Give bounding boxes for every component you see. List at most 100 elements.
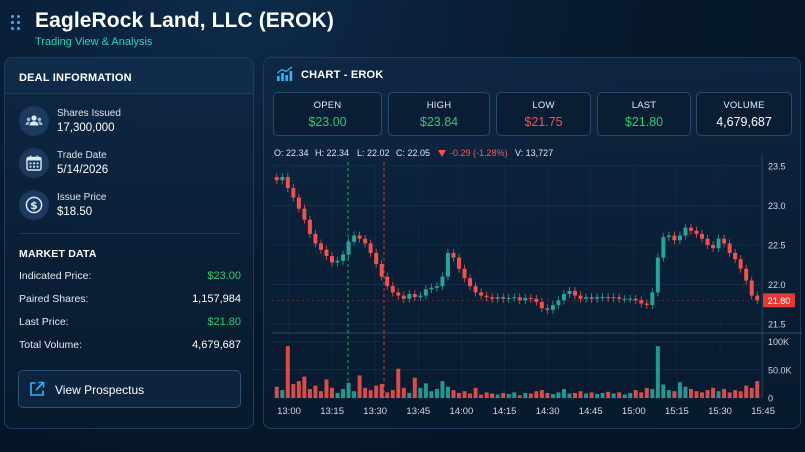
total-volume-value: 4,679,687 [192, 339, 241, 351]
candle-body [506, 297, 511, 299]
volume-tick-label: 0 [768, 394, 773, 404]
volume-bar [545, 392, 550, 398]
app-header: EagleRock Land, LLC (EROK) Trading View … [0, 0, 805, 56]
candle-body [385, 276, 390, 287]
candle-body [573, 290, 577, 296]
volume-bar [330, 387, 334, 398]
volume-bar [661, 384, 666, 398]
ohlc-change: -0.29 (-1.28%) [450, 148, 508, 158]
volume-stat: VOLUME 4,679,687 [696, 92, 792, 136]
indicated-price-label: Indicated Price: [19, 270, 92, 282]
volume-bar [567, 393, 572, 398]
ohlc-high: H: 22.34 [315, 148, 350, 158]
ohlc-open: O: 22.34 [274, 148, 309, 158]
candle-body [280, 177, 285, 181]
candle-body [523, 297, 528, 301]
volume-bar [457, 392, 461, 398]
external-link-icon [30, 381, 45, 396]
users-icon [19, 106, 49, 136]
volume-bar [291, 383, 296, 398]
page-title: EagleRock Land, LLC (EROK) [35, 9, 334, 32]
volume-bar [705, 390, 710, 398]
deal-information-header: DEAL INFORMATION [5, 58, 253, 94]
candle-body [285, 177, 290, 189]
volume-bar [418, 387, 423, 398]
candle-body [318, 243, 323, 250]
volume-bar [578, 391, 583, 398]
candle-body [357, 235, 362, 239]
indicated-price-value: $23.00 [207, 270, 241, 282]
volume-bar [429, 391, 434, 398]
candle-body [407, 294, 412, 299]
volume-bar [595, 394, 600, 398]
high-stat: HIGH $23.84 [388, 92, 490, 136]
candle-body [490, 297, 495, 299]
volume-bar [573, 392, 577, 398]
volume-bar [606, 391, 611, 398]
candle-body [584, 297, 589, 299]
section-divider [19, 233, 241, 234]
candle-body [611, 297, 616, 299]
volume-value: 4,679,687 [716, 115, 772, 129]
candle-body [633, 298, 638, 301]
time-tick-label: 14:45 [579, 406, 603, 417]
view-prospectus-label: View Prospectus [55, 383, 145, 397]
candle-body [341, 254, 346, 261]
last-price-value: $21.80 [207, 316, 241, 328]
volume-bar [628, 392, 633, 398]
candle-body [379, 263, 384, 277]
volume-bar [633, 390, 638, 398]
volume-bar [296, 381, 301, 398]
grip-dots-icon[interactable] [11, 15, 21, 31]
candle-body [567, 290, 572, 295]
volume-bar [722, 388, 727, 398]
issue-price-label: Issue Price [57, 192, 107, 203]
candle-body [423, 289, 428, 296]
candle-body [589, 297, 594, 299]
dollar-icon: $ [19, 190, 49, 220]
shares-issued-label: Shares Issued [57, 108, 121, 119]
candle-body [688, 227, 693, 231]
candle-body [440, 276, 445, 287]
candle-body [700, 233, 704, 239]
candle-body [291, 188, 296, 198]
candle-body [727, 243, 732, 253]
candle-body [396, 292, 401, 296]
paired-shares-label: Paired Shares: [19, 293, 89, 305]
candle-body [556, 300, 561, 306]
candle-body [722, 238, 727, 244]
volume-bar [600, 392, 605, 398]
volume-bar [484, 392, 489, 398]
candle-body [738, 259, 743, 269]
candle-body [677, 235, 682, 241]
volume-bar [650, 388, 655, 398]
low-stat: LOW $21.75 [496, 92, 591, 136]
candle-body [595, 297, 600, 299]
last-label: LAST [631, 100, 657, 111]
volume-bar [644, 387, 649, 398]
volume-bar [313, 385, 318, 398]
price-tick-label: 21.5 [768, 320, 786, 330]
last-price-label: Last Price: [19, 316, 69, 328]
volume-bar [324, 379, 329, 398]
market-data-title: MARKET DATA [19, 248, 97, 260]
volume-bar [534, 391, 539, 398]
open-stat: OPEN $23.00 [273, 92, 382, 136]
shares-issued-value: 17,300,000 [57, 122, 115, 134]
volume-bar [589, 392, 594, 398]
volume-bar [385, 392, 390, 398]
volume-tick-label: 100K [768, 337, 789, 347]
last-price-badge [763, 293, 795, 308]
candle-body [313, 233, 318, 244]
view-prospectus-button[interactable]: View Prospectus [18, 370, 241, 408]
calendar-icon [19, 148, 49, 178]
candle-body [473, 286, 478, 293]
volume-bar [512, 392, 517, 398]
price-tick-label: 22.0 [768, 280, 786, 290]
volume-bar [462, 391, 467, 398]
volume-bar [639, 392, 644, 398]
candle-body [666, 235, 671, 238]
candlestick-chart[interactable]: 23.5 23.0 22.5 22.0 21.5 100K 50.0K 0 21.80 13:00… [264, 58, 802, 430]
volume-bar [368, 390, 373, 398]
chart-title: CHART - EROK [301, 69, 384, 81]
